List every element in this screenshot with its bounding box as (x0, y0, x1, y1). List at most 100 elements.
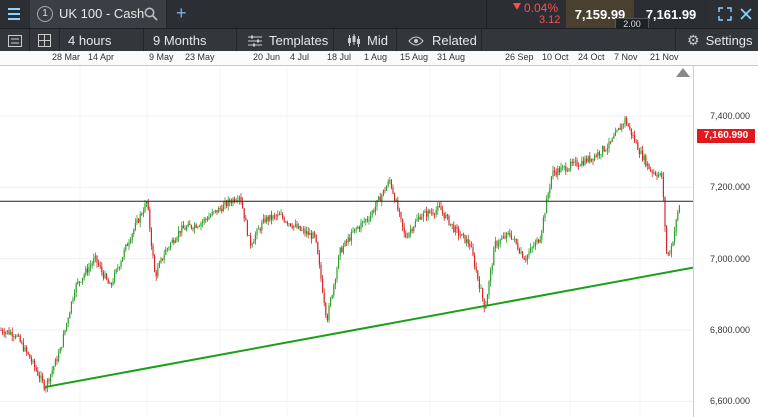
candle-body (118, 266, 120, 269)
candle-body (608, 141, 610, 149)
candle-body (478, 278, 480, 289)
templates-button[interactable]: Templates (238, 29, 334, 52)
candle-body (250, 235, 252, 246)
candle-body (45, 387, 47, 390)
settings-button[interactable]: ⚙ Settings (675, 29, 758, 52)
candle-body (224, 201, 226, 205)
candle-body (64, 330, 66, 335)
candle-body (619, 128, 621, 130)
candle-body (450, 223, 452, 225)
candle-body (114, 272, 116, 282)
candle-body (594, 155, 596, 161)
candle-body (678, 205, 680, 213)
scroll-up-icon[interactable] (676, 68, 690, 77)
sell-price-button[interactable]: 7,159.99 (566, 0, 634, 28)
candle-body (262, 218, 264, 223)
candle-body (82, 277, 84, 282)
candle-body (458, 228, 460, 236)
candle-body (634, 135, 636, 142)
interval-select[interactable]: 4 hours (60, 29, 144, 52)
candle-body (138, 219, 140, 223)
candle-body (442, 210, 444, 213)
candle-body (550, 176, 552, 188)
add-tab-icon[interactable]: + (176, 3, 187, 23)
candle-body (210, 215, 212, 217)
candle-body (582, 160, 584, 165)
date-label: 9 May (149, 52, 174, 62)
candle-body (346, 241, 348, 243)
candle-body (88, 267, 90, 273)
candle-body (70, 301, 72, 313)
candle-body (488, 281, 490, 295)
candle-body (208, 216, 210, 220)
candle-body (149, 209, 151, 230)
candle-body (570, 161, 572, 169)
candle-body (334, 279, 336, 285)
candle-body (482, 288, 484, 299)
candle-body (136, 219, 138, 223)
candle-body (341, 247, 343, 253)
candle-body (384, 189, 386, 191)
close-icon[interactable] (740, 8, 752, 20)
candle-body (514, 238, 516, 240)
y-tick-label: 6,800.000 (709, 325, 750, 335)
candle-body (122, 257, 124, 262)
candle-body (168, 247, 170, 249)
current-price-tag: 7,160.990 (697, 129, 755, 143)
candle-body (176, 237, 178, 241)
candle-body (162, 258, 164, 260)
range-select[interactable]: 9 Months (145, 29, 237, 52)
candle-body (85, 268, 87, 275)
candle-body (312, 232, 314, 239)
candle-body (291, 225, 293, 228)
candle-body (378, 196, 380, 200)
candle-body (461, 233, 463, 236)
candle-body (69, 312, 71, 319)
candle-body (419, 216, 421, 220)
candle-body (285, 221, 287, 223)
candle-body (418, 216, 420, 220)
candle-body (98, 262, 100, 266)
candle-body (301, 229, 303, 231)
search-icon[interactable] (144, 7, 158, 21)
change-points: 3.12 (539, 14, 561, 26)
candle-body (126, 244, 128, 246)
layout-button[interactable] (30, 29, 60, 52)
candle-body (72, 298, 74, 302)
candle-body (573, 161, 575, 164)
candle-body (533, 246, 535, 248)
candle-body (294, 224, 296, 226)
candle-body (240, 196, 242, 202)
chart-type-button[interactable] (0, 29, 30, 52)
trendline[interactable] (44, 266, 694, 389)
candle-body (139, 214, 141, 223)
price-type-select[interactable]: Mid (335, 29, 397, 52)
candle-body (664, 197, 666, 227)
candle-body (61, 346, 63, 348)
candle-body (216, 209, 218, 213)
candle-body (554, 170, 556, 173)
candle-body (546, 198, 548, 214)
candle-body (504, 236, 506, 239)
candle-body (254, 234, 256, 242)
candle-body (667, 252, 669, 255)
candle-body (59, 347, 61, 354)
candle-body (523, 257, 525, 260)
candle-body (629, 126, 631, 129)
candle-body (264, 218, 266, 222)
related-button[interactable]: Related (398, 29, 482, 52)
candle-body (674, 231, 676, 242)
y-tick-label: 7,400.000 (709, 111, 750, 121)
candle-body (40, 375, 42, 379)
menu-icon[interactable] (8, 8, 20, 20)
candle-body (19, 335, 21, 342)
candle-body (643, 155, 645, 161)
candle-body (528, 252, 530, 256)
y-axis-ticks: 7,400.000 7,200.000 7,000.000 6,800.000 … (694, 66, 758, 417)
candle-body (29, 354, 31, 359)
expand-icon[interactable] (718, 7, 732, 21)
candle-body (434, 214, 436, 215)
candle-body (534, 242, 536, 247)
price-chart[interactable] (0, 66, 758, 417)
instrument-tab[interactable]: 1 UK 100 - Cash (30, 0, 167, 28)
